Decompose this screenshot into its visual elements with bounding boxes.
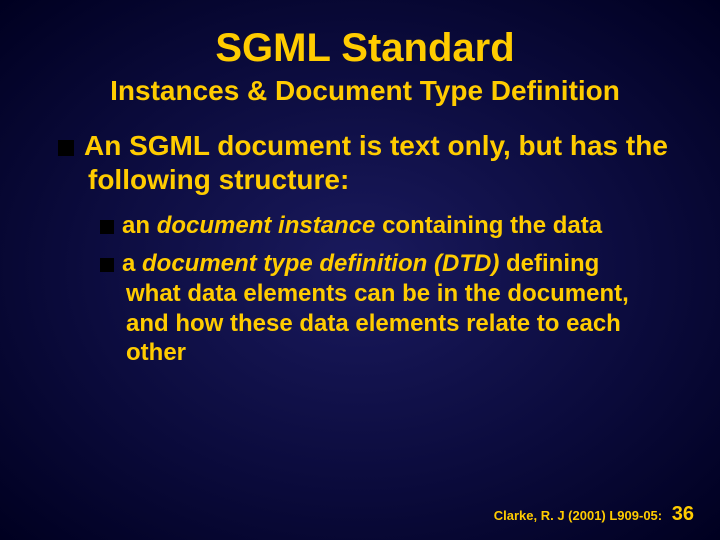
square-bullet-icon (100, 220, 114, 234)
l2a-ital: document instance (157, 212, 376, 239)
square-bullet-icon (100, 258, 114, 272)
footer: Clarke, R. J (2001) L909-05: 36 (494, 503, 694, 526)
slide: SGML Standard Instances & Document Type … (0, 0, 720, 540)
l2a-pre: an (122, 212, 157, 239)
l2b-pre: a (122, 250, 142, 277)
page-number: 36 (672, 503, 694, 525)
l2a-post: containing the data (375, 212, 602, 239)
bullet-level1: An SGML document is text only, but has t… (58, 129, 680, 197)
bullet-level2: a document type definition (DTD) definin… (100, 249, 660, 368)
l2b-ital: document type definition (DTD) (142, 250, 499, 277)
slide-title: SGML Standard (50, 26, 680, 71)
bullet-level2: an document instance containing the data (100, 211, 660, 241)
slide-subtitle: Instances & Document Type Definition (50, 75, 680, 107)
square-bullet-icon (58, 140, 74, 156)
l1-text: An SGML document is text only, but has t… (84, 130, 668, 195)
footer-citation: Clarke, R. J (2001) L909-05: (494, 508, 662, 523)
